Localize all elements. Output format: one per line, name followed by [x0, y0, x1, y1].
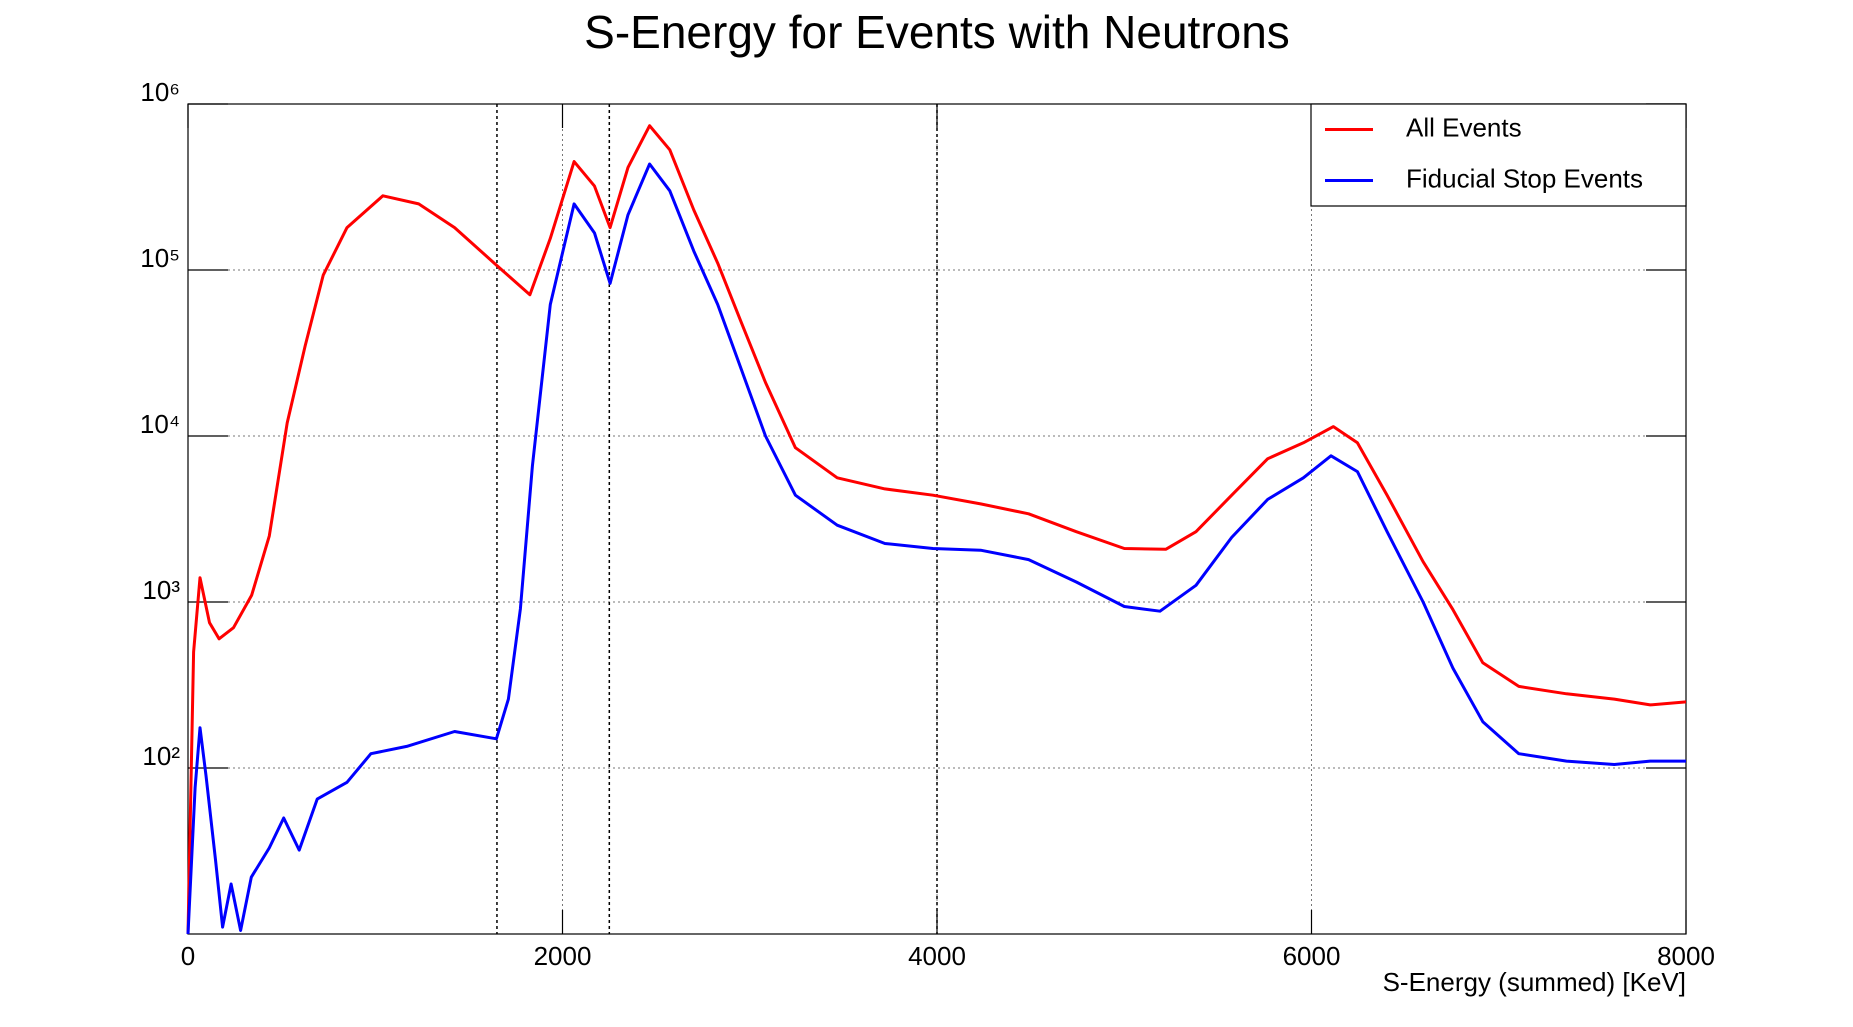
y-tick-label: 10⁶: [140, 77, 180, 107]
legend-label: All Events: [1406, 112, 1522, 142]
x-axis-label: S-Energy (summed) [KeV]: [1383, 967, 1686, 997]
x-tick-label: 2000: [534, 941, 592, 971]
x-tick-label: 6000: [1283, 941, 1341, 971]
data-line: [186, 162, 1686, 935]
legend-box: [1310, 103, 1687, 207]
legend-label: Fiducial Stop Events: [1406, 163, 1643, 193]
y-tick-label: 10²: [142, 741, 180, 771]
x-tick-label: 0: [181, 941, 195, 971]
x-tick-label: 4000: [908, 941, 966, 971]
y-tick-label: 10³: [142, 575, 180, 605]
plot-frame: [187, 103, 1687, 935]
x-tick-label: 8000: [1657, 941, 1715, 971]
chart-title: S-Energy for Events with Neutrons: [584, 6, 1290, 58]
y-tick-label: 10⁵: [140, 243, 180, 273]
y-tick-label: 10⁴: [140, 409, 180, 439]
data-line: [186, 124, 1687, 935]
